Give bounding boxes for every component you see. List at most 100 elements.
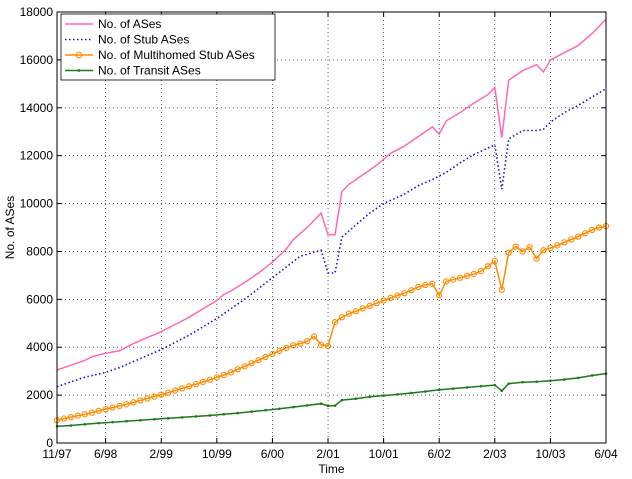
data-point [297, 340, 304, 347]
data-point [563, 378, 566, 381]
data-point [83, 423, 87, 426]
data-point [500, 389, 504, 393]
data-point [60, 415, 68, 422]
legend-entry: No. of ASes [65, 17, 161, 31]
data-point [568, 236, 575, 243]
data-point [526, 243, 533, 251]
data-point [304, 338, 311, 345]
data-point [97, 421, 100, 425]
data-point [456, 274, 464, 281]
legend-marker [75, 51, 83, 59]
data-point [590, 374, 594, 377]
data-point [152, 417, 156, 421]
data-point [493, 383, 497, 387]
data-point [540, 247, 547, 254]
data-point [582, 230, 589, 237]
data-point [305, 404, 309, 407]
data-point [194, 415, 198, 418]
data-point [250, 410, 253, 413]
data-point [449, 276, 457, 283]
data-point [326, 404, 330, 408]
data-point [422, 281, 429, 289]
data-point [387, 294, 394, 302]
data-point [206, 376, 214, 383]
x-tick-label: 11/97 [42, 447, 71, 461]
series-1 [56, 18, 607, 371]
data-point [491, 257, 498, 265]
data-point [533, 255, 540, 262]
data-point [111, 420, 114, 424]
data-point [338, 314, 346, 321]
data-point [382, 394, 385, 397]
data-point [463, 272, 471, 280]
y-tick-label: 16000 [20, 53, 54, 67]
data-point [479, 384, 483, 388]
data-point [171, 387, 179, 394]
data-point [81, 411, 88, 418]
data-point [283, 344, 290, 352]
data-point [234, 366, 241, 373]
data-point [248, 360, 255, 367]
data-point [67, 413, 75, 421]
data-point [415, 283, 422, 291]
legend-box [60, 13, 276, 81]
data-point [317, 341, 325, 348]
data-point [394, 292, 401, 299]
data-point [262, 353, 269, 361]
data-point [192, 380, 200, 388]
data-point [366, 302, 373, 309]
data-point [151, 393, 158, 400]
data-point [554, 242, 561, 249]
legend-label: No. of Transit ASes [98, 64, 201, 78]
legend-entry: No. of Transit ASes [65, 64, 201, 78]
data-point [575, 233, 582, 240]
data-point [498, 286, 505, 293]
data-point [547, 244, 554, 252]
x-tick-label: 6/98 [94, 447, 118, 461]
y-tick-label: 6000 [26, 292, 53, 306]
data-point [408, 287, 415, 294]
data-point [477, 267, 485, 275]
legend-label: No. of Multihomed Stub ASes [98, 48, 255, 62]
data-point [69, 424, 73, 427]
data-point [109, 404, 116, 411]
data-point [208, 414, 212, 417]
data-point [199, 378, 207, 386]
data-point [158, 391, 165, 398]
data-point [255, 357, 262, 364]
data-point [368, 395, 372, 399]
x-tick-label: 2/03 [483, 447, 507, 461]
legend-entry: No. of Stub ASes [65, 33, 189, 47]
x-tick-label: 10/03 [535, 447, 565, 461]
data-point [137, 397, 144, 404]
data-point [276, 347, 283, 354]
data-point [595, 224, 603, 231]
x-tick-label: 10/01 [369, 447, 399, 461]
data-point [549, 379, 552, 383]
data-point [401, 289, 408, 297]
data-point [180, 416, 184, 419]
series-group [53, 18, 610, 428]
data-point [102, 406, 109, 413]
data-point [139, 418, 142, 422]
data-point [269, 350, 276, 358]
x-axis-title: Time [318, 462, 345, 476]
series-line [56, 18, 607, 371]
data-point [222, 412, 226, 416]
data-point [380, 297, 387, 304]
data-point [324, 342, 332, 350]
data-point [220, 371, 227, 379]
data-point [354, 397, 358, 401]
data-point [125, 419, 128, 423]
data-point [340, 398, 344, 402]
x-tick-label: 2/99 [150, 447, 174, 461]
series-3 [53, 222, 610, 424]
x-tick-label: 6/04 [594, 447, 618, 461]
data-point [576, 376, 580, 380]
data-point [436, 292, 443, 299]
data-point [396, 393, 399, 396]
data-point [505, 249, 512, 256]
data-point [123, 401, 130, 408]
